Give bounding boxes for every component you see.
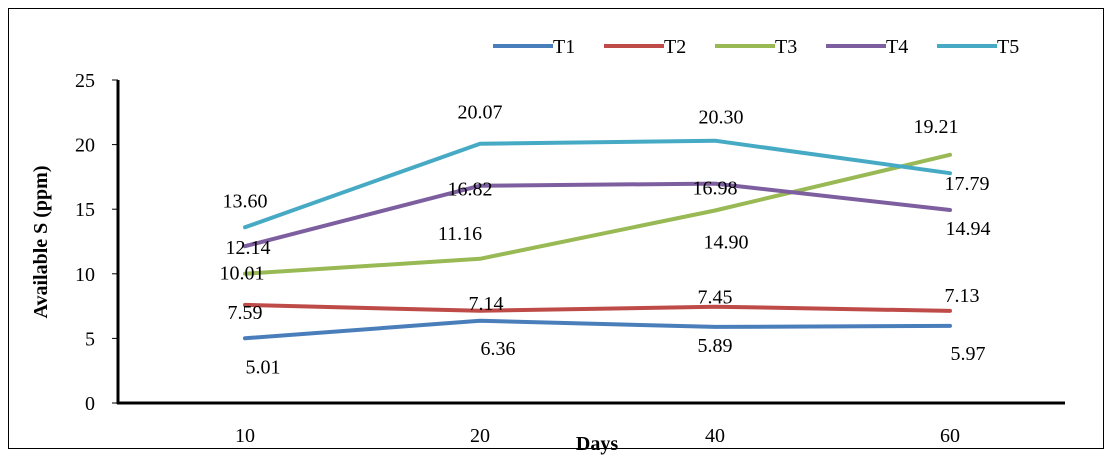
data-label-t1: 5.89 (698, 335, 733, 357)
data-label-t5: 17.79 (945, 173, 990, 195)
data-label-t1: 5.97 (951, 343, 986, 365)
data-label-t1: 5.01 (246, 356, 281, 378)
data-label-t1: 6.36 (481, 338, 516, 360)
data-label-t3: 19.21 (914, 116, 959, 138)
x-tick-label: 20 (470, 425, 490, 447)
x-tick-label: 10 (235, 425, 255, 447)
x-tick-label: 40 (705, 425, 725, 447)
data-label-t5: 13.60 (223, 190, 268, 212)
y-axis-title: Available S (ppm) (30, 166, 52, 319)
series-line-t3 (243, 152, 952, 276)
series-line-t4 (243, 181, 952, 249)
legend-label-t2: T2 (664, 36, 686, 58)
data-label-t3: 14.90 (704, 231, 749, 253)
y-tick-label: 20 (75, 135, 95, 157)
series-line-t5 (243, 138, 952, 230)
legend-label-t4: T4 (886, 36, 908, 58)
y-tick-label: 10 (75, 264, 95, 286)
data-label-t2: 7.45 (698, 287, 733, 309)
x-axis-ticks: 10 20 40 60 (235, 425, 960, 447)
data-label-t5: 20.07 (458, 102, 503, 124)
legend: T1 T2 T3 T4 T5 (493, 36, 1019, 58)
series-line-t2 (243, 302, 952, 313)
data-labels: 5.01 6.36 5.89 5.97 7.59 7.14 7.45 7.13 10.01 11.… (220, 102, 991, 379)
data-label-t3: 10.01 (220, 263, 265, 285)
data-label-t4: 16.98 (693, 178, 738, 200)
data-label-t4: 12.14 (226, 237, 271, 259)
x-tick-label: 60 (940, 425, 960, 447)
x-axis-title: Days (576, 433, 618, 455)
y-tick-label: 25 (75, 70, 95, 92)
data-label-t5: 20.30 (699, 107, 744, 129)
data-label-t4: 14.94 (946, 218, 991, 240)
data-label-t2: 7.14 (469, 293, 504, 315)
series-line-t1 (243, 318, 952, 341)
legend-label-t5: T5 (997, 36, 1019, 58)
series-lines (243, 138, 952, 341)
y-axis-ticks: 0 5 10 15 20 25 (75, 70, 118, 415)
legend-label-t3: T3 (775, 36, 797, 58)
data-label-t2: 7.59 (228, 302, 263, 324)
legend-label-t1: T1 (553, 36, 575, 58)
y-tick-label: 0 (85, 393, 95, 415)
y-tick-label: 15 (75, 199, 95, 221)
data-label-t4: 16.82 (448, 179, 493, 201)
chart-frame (8, 8, 1104, 449)
y-tick-label: 5 (85, 328, 95, 350)
data-label-t2: 7.13 (945, 285, 980, 307)
data-label-t3: 11.16 (438, 223, 482, 245)
